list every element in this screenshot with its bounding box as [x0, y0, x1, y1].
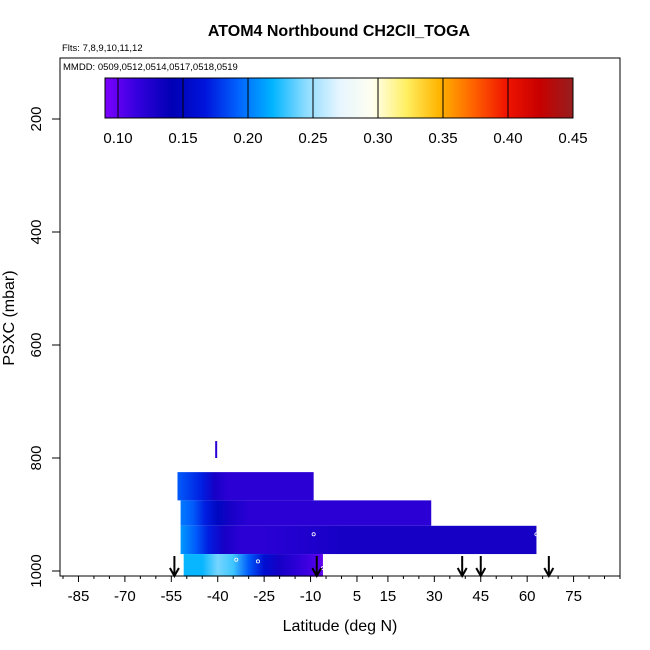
y-tick-label: 1000 [28, 554, 45, 587]
colorbar-tick-label: 0.35 [428, 130, 457, 147]
y-tick-label: 400 [28, 219, 45, 244]
x-tick-label: -70 [114, 588, 136, 605]
x-tick-label: -10 [300, 588, 322, 605]
profile-group [215, 441, 218, 458]
x-axis: -85 -70 -55 -40 -25 -10 5 15 30 45 60 75 [60, 575, 621, 605]
flights-label: Flts: 7,8,9,10,11,12 [62, 43, 143, 54]
sample-point [178, 563, 183, 568]
colorbar-tick-label: 0.10 [103, 130, 132, 147]
flight-arrow [456, 556, 468, 579]
sample-points [178, 532, 539, 571]
x-axis-label: Latitude (deg N) [283, 618, 398, 635]
band-800-900 [177, 472, 314, 501]
x-tick-label: -25 [253, 588, 275, 605]
dates-label: MMDD: 0509,0512,0514,0517,0518,0519 [63, 62, 238, 73]
y-tick-label: 800 [28, 445, 45, 470]
x-tick-label: 45 [472, 588, 489, 605]
flight-arrow [169, 556, 180, 579]
vertical-profile [215, 441, 218, 458]
x-tick-label: -55 [160, 588, 182, 605]
colorbar: 0.10 0.15 0.20 0.25 0.30 0.35 0.40 0.45 [103, 77, 588, 147]
x-tick-label: -40 [207, 588, 229, 605]
colorbar-tick-label: 0.30 [363, 130, 392, 147]
y-tick-label: 600 [28, 332, 45, 357]
y-tick-label: 200 [28, 106, 45, 131]
x-tick-label: 15 [380, 588, 397, 605]
flight-arrow [543, 556, 555, 579]
y-axis: 200 400 600 800 1000 [28, 106, 61, 588]
colorbar-bar [104, 77, 574, 119]
colorbar-tick-label: 0.40 [493, 130, 522, 147]
sample-point [255, 559, 260, 564]
colorbar-tick-label: 0.20 [233, 130, 262, 147]
flight-arrow [475, 556, 487, 579]
colorbar-tick-label: 0.45 [558, 130, 587, 147]
x-tick-label: 75 [565, 588, 582, 605]
sample-point [534, 532, 539, 537]
heatmap-bands [177, 472, 537, 577]
sample-point [234, 557, 239, 562]
x-tick-label: -85 [68, 588, 90, 605]
colorbar-tick-label: 0.15 [168, 130, 197, 147]
colorbar-ticks: 0.10 0.15 0.20 0.25 0.30 0.35 0.40 0.45 [103, 78, 588, 147]
plot-frame [59, 57, 621, 577]
x-tick-label: 5 [353, 588, 361, 605]
band-950-1000 [180, 525, 537, 555]
chart-title: ATOM4 Northbound CH2ClI_TOGA [208, 23, 471, 40]
band-1000 [183, 554, 323, 577]
colorbar-tick-label: 0.25 [298, 130, 327, 147]
y-axis-label: PSXC (mbar) [1, 270, 18, 365]
sample-point [311, 532, 316, 537]
x-tick-label: 30 [426, 588, 443, 605]
x-tick-label: 60 [519, 588, 536, 605]
band-900-950 [180, 500, 432, 526]
